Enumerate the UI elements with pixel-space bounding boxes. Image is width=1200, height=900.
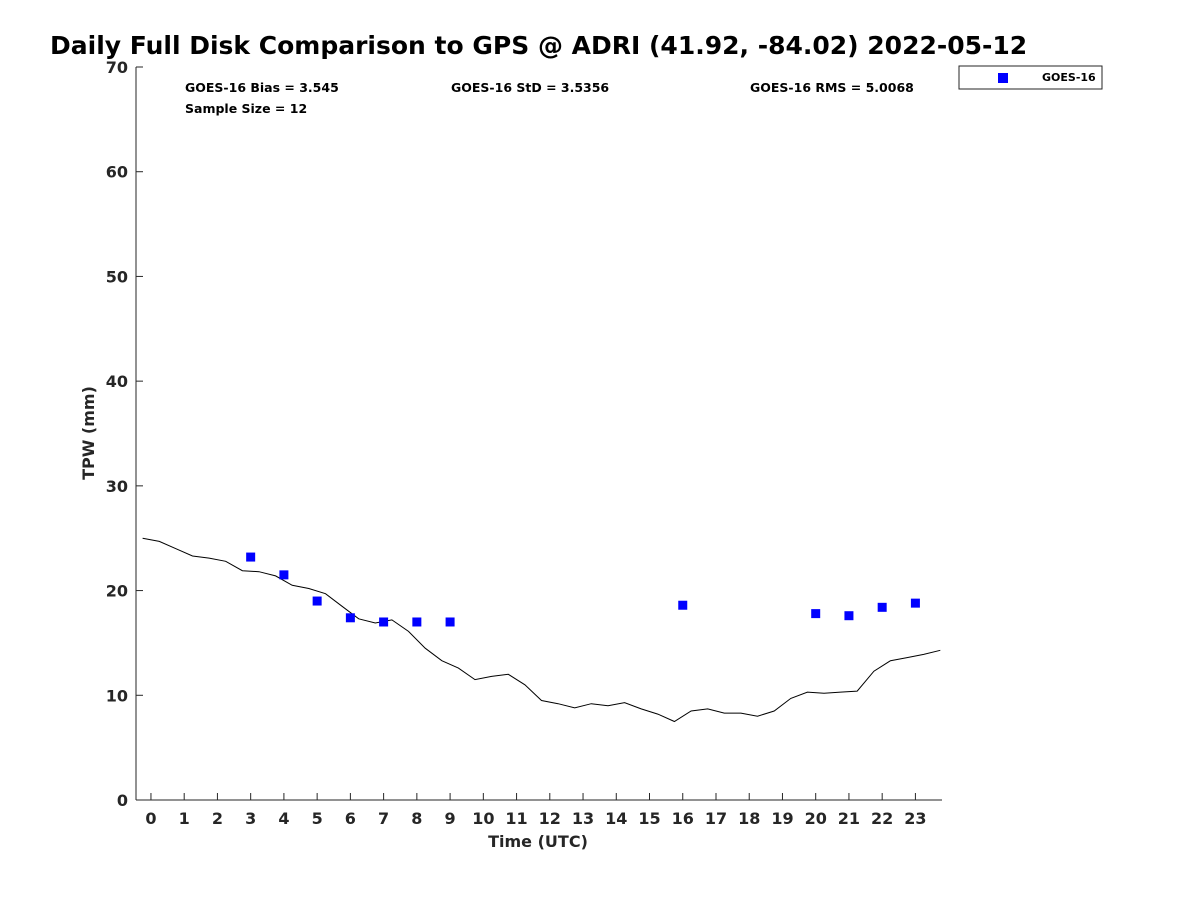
y-tick-label: 20 xyxy=(106,582,128,601)
goes16-scatter-series xyxy=(246,552,920,627)
x-tick-label: 14 xyxy=(605,809,627,828)
x-tick-label: 21 xyxy=(838,809,860,828)
x-tick-label: 16 xyxy=(672,809,694,828)
goes16-data-point xyxy=(844,611,854,621)
x-axis-label: Time (UTC) xyxy=(488,832,588,851)
x-tick-label: 12 xyxy=(539,809,561,828)
goes16-data-point xyxy=(910,598,920,608)
goes16-data-point xyxy=(246,552,256,562)
x-tick-label: 15 xyxy=(638,809,660,828)
x-tick-label: 6 xyxy=(345,809,356,828)
x-tick-label: 8 xyxy=(411,809,422,828)
stat-std: GOES-16 StD = 3.5356 xyxy=(451,80,609,95)
legend-label-goes16: GOES-16 xyxy=(1042,71,1096,84)
x-tick-label: 20 xyxy=(805,809,827,828)
gps-tpw-line xyxy=(142,537,941,723)
goes16-data-point xyxy=(877,602,887,612)
y-tick-label: 70 xyxy=(106,58,128,77)
x-tick-label: 18 xyxy=(738,809,760,828)
legend: GOES-16 xyxy=(958,65,1103,90)
y-tick-label: 40 xyxy=(106,372,128,391)
legend-marker-square-icon xyxy=(998,73,1008,83)
x-tick-label: 13 xyxy=(572,809,594,828)
goes16-data-point xyxy=(279,570,289,580)
y-axis-ticks: 0 10 20 30 40 50 60 70 xyxy=(106,58,143,810)
x-tick-label: 2 xyxy=(212,809,223,828)
y-tick-label: 30 xyxy=(106,477,128,496)
goes16-data-point xyxy=(379,617,389,627)
y-tick-label: 60 xyxy=(106,163,128,182)
stat-sample-size: Sample Size = 12 xyxy=(185,101,307,116)
x-tick-label: 1 xyxy=(179,809,190,828)
gps-tpw-line-series xyxy=(142,537,941,723)
x-tick-label: 17 xyxy=(705,809,727,828)
statistics-annotations: GOES-16 Bias = 3.545 GOES-16 StD = 3.535… xyxy=(185,80,914,116)
x-tick-label: 10 xyxy=(472,809,494,828)
stat-rms: GOES-16 RMS = 5.0068 xyxy=(750,80,914,95)
x-axis-ticks: 0 1 2 3 4 5 6 7 8 9 10 11 12 13 14 15 16 17 18 19 20 21 22 23 xyxy=(145,793,927,828)
goes16-data-point xyxy=(445,617,455,627)
x-tick-label: 9 xyxy=(445,809,456,828)
x-tick-label: 22 xyxy=(871,809,893,828)
goes16-data-point xyxy=(412,617,422,627)
goes16-data-point xyxy=(811,609,821,619)
y-tick-label: 0 xyxy=(117,791,128,810)
x-tick-label: 7 xyxy=(378,809,389,828)
x-tick-label: 4 xyxy=(278,809,289,828)
x-tick-label: 23 xyxy=(904,809,926,828)
legend-box xyxy=(958,65,1103,90)
goes16-data-point xyxy=(312,596,322,606)
x-tick-label: 11 xyxy=(505,809,527,828)
y-axis-label: TPW (mm) xyxy=(79,386,98,480)
goes16-data-point xyxy=(345,613,355,623)
y-tick-label: 10 xyxy=(106,686,128,705)
x-tick-label: 0 xyxy=(145,809,156,828)
goes16-data-point xyxy=(678,600,688,610)
y-tick-label: 50 xyxy=(106,267,128,286)
x-tick-label: 3 xyxy=(245,809,256,828)
x-tick-label: 19 xyxy=(771,809,793,828)
stat-bias: GOES-16 Bias = 3.545 xyxy=(185,80,339,95)
plot-area xyxy=(135,67,942,801)
chart-title: Daily Full Disk Comparison to GPS @ ADRI… xyxy=(50,31,1027,60)
x-tick-label: 5 xyxy=(312,809,323,828)
